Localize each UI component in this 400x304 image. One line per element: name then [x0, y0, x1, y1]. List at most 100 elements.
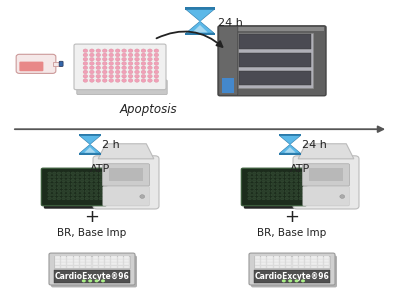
Circle shape	[71, 193, 75, 196]
Circle shape	[62, 175, 66, 178]
Circle shape	[290, 186, 293, 189]
Circle shape	[96, 53, 101, 57]
Polygon shape	[192, 25, 208, 33]
Circle shape	[294, 197, 298, 200]
Circle shape	[99, 179, 103, 182]
Circle shape	[57, 175, 61, 178]
Circle shape	[115, 70, 120, 74]
Circle shape	[101, 279, 105, 282]
Circle shape	[99, 190, 103, 193]
Circle shape	[199, 20, 201, 22]
Circle shape	[99, 183, 103, 185]
Circle shape	[154, 79, 159, 82]
Circle shape	[115, 74, 120, 78]
FancyBboxPatch shape	[318, 259, 323, 262]
Text: 2 h: 2 h	[102, 140, 120, 150]
Circle shape	[57, 190, 61, 193]
Polygon shape	[298, 144, 354, 159]
Circle shape	[83, 66, 88, 70]
Circle shape	[141, 62, 146, 65]
FancyBboxPatch shape	[274, 262, 279, 265]
Circle shape	[141, 57, 146, 61]
Text: ATP: ATP	[90, 164, 110, 174]
Circle shape	[52, 197, 56, 200]
Circle shape	[257, 193, 261, 196]
Circle shape	[248, 193, 252, 196]
Circle shape	[80, 190, 84, 193]
Circle shape	[135, 49, 139, 53]
Circle shape	[57, 172, 61, 175]
Circle shape	[135, 66, 139, 70]
Circle shape	[135, 57, 139, 61]
FancyBboxPatch shape	[242, 168, 307, 206]
FancyBboxPatch shape	[218, 26, 326, 96]
Circle shape	[252, 175, 256, 178]
Circle shape	[76, 193, 80, 196]
FancyBboxPatch shape	[105, 262, 110, 265]
Circle shape	[290, 179, 293, 182]
FancyBboxPatch shape	[61, 262, 66, 265]
Text: 24 h: 24 h	[218, 18, 243, 28]
FancyBboxPatch shape	[255, 262, 260, 265]
Circle shape	[71, 190, 75, 193]
Circle shape	[248, 183, 252, 185]
FancyBboxPatch shape	[318, 265, 323, 268]
Circle shape	[109, 53, 114, 57]
Circle shape	[62, 179, 66, 182]
FancyBboxPatch shape	[67, 262, 73, 265]
Circle shape	[290, 190, 293, 193]
Circle shape	[252, 186, 256, 189]
Circle shape	[154, 57, 159, 61]
Circle shape	[94, 193, 98, 196]
Circle shape	[57, 183, 61, 185]
FancyBboxPatch shape	[238, 33, 312, 88]
Circle shape	[285, 172, 289, 175]
Text: BR, Base Imp: BR, Base Imp	[257, 228, 327, 237]
FancyBboxPatch shape	[292, 262, 298, 265]
Circle shape	[266, 197, 270, 200]
FancyBboxPatch shape	[74, 44, 166, 90]
Circle shape	[85, 172, 89, 175]
Circle shape	[276, 197, 280, 200]
Circle shape	[109, 57, 114, 61]
Polygon shape	[80, 136, 100, 144]
Circle shape	[280, 197, 284, 200]
Circle shape	[96, 79, 101, 82]
FancyBboxPatch shape	[324, 259, 329, 262]
Circle shape	[294, 179, 298, 182]
Circle shape	[62, 183, 66, 185]
Circle shape	[99, 172, 103, 175]
Polygon shape	[279, 134, 301, 136]
Polygon shape	[186, 9, 214, 21]
FancyBboxPatch shape	[61, 256, 66, 259]
FancyBboxPatch shape	[220, 27, 324, 31]
Circle shape	[62, 190, 66, 193]
Circle shape	[262, 197, 266, 200]
Circle shape	[285, 183, 289, 185]
Circle shape	[285, 179, 289, 182]
Circle shape	[122, 62, 126, 65]
Circle shape	[148, 79, 152, 82]
Circle shape	[280, 175, 284, 178]
FancyBboxPatch shape	[42, 168, 106, 206]
FancyBboxPatch shape	[124, 259, 129, 262]
FancyBboxPatch shape	[299, 262, 304, 265]
Circle shape	[266, 172, 270, 175]
Circle shape	[154, 70, 159, 74]
Circle shape	[154, 62, 159, 65]
Circle shape	[257, 175, 261, 178]
Circle shape	[99, 186, 103, 189]
Circle shape	[299, 172, 303, 175]
FancyBboxPatch shape	[54, 270, 130, 283]
Circle shape	[301, 279, 305, 282]
FancyBboxPatch shape	[311, 262, 317, 265]
FancyBboxPatch shape	[305, 259, 310, 262]
Circle shape	[76, 172, 80, 175]
FancyBboxPatch shape	[324, 256, 329, 259]
Circle shape	[76, 175, 80, 178]
Circle shape	[122, 53, 126, 57]
Circle shape	[271, 172, 275, 175]
Circle shape	[141, 74, 146, 78]
FancyBboxPatch shape	[105, 265, 110, 268]
FancyBboxPatch shape	[55, 262, 60, 265]
